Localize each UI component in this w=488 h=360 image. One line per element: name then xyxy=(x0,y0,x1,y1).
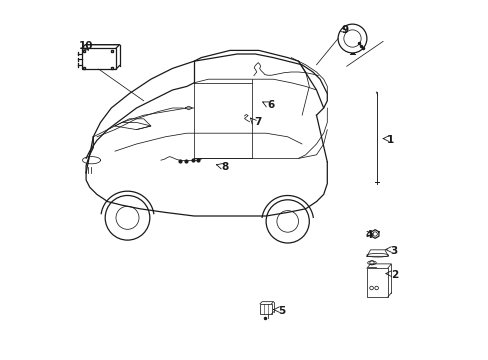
Bar xyxy=(81,48,116,69)
Text: 9: 9 xyxy=(341,25,348,35)
Text: 2: 2 xyxy=(390,270,397,280)
Text: 5: 5 xyxy=(278,306,285,316)
Text: 8: 8 xyxy=(221,162,228,172)
Text: 1: 1 xyxy=(386,135,393,145)
Text: 3: 3 xyxy=(390,246,397,256)
Text: 7: 7 xyxy=(254,117,262,127)
Bar xyxy=(260,304,271,314)
Text: 10: 10 xyxy=(79,41,93,51)
Text: 4: 4 xyxy=(365,230,372,240)
Text: 6: 6 xyxy=(267,100,274,110)
Bar xyxy=(366,268,387,297)
